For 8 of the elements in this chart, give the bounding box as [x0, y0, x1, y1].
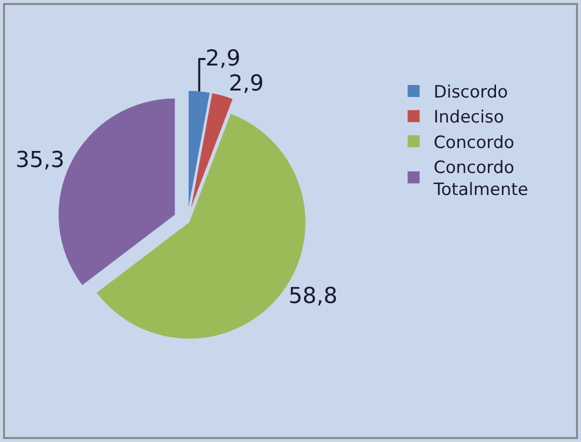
data-label: 35,3	[16, 148, 64, 174]
legend-label: Concordo	[434, 132, 514, 153]
legend-label: Indeciso	[434, 108, 504, 128]
legend-label: Concordo Totalmente	[432, 158, 528, 200]
data-label: 2,9	[228, 72, 264, 97]
data-label: 58,8	[288, 284, 338, 310]
data-label: 2,9	[205, 46, 240, 72]
legend-label: Discordo	[434, 82, 508, 103]
